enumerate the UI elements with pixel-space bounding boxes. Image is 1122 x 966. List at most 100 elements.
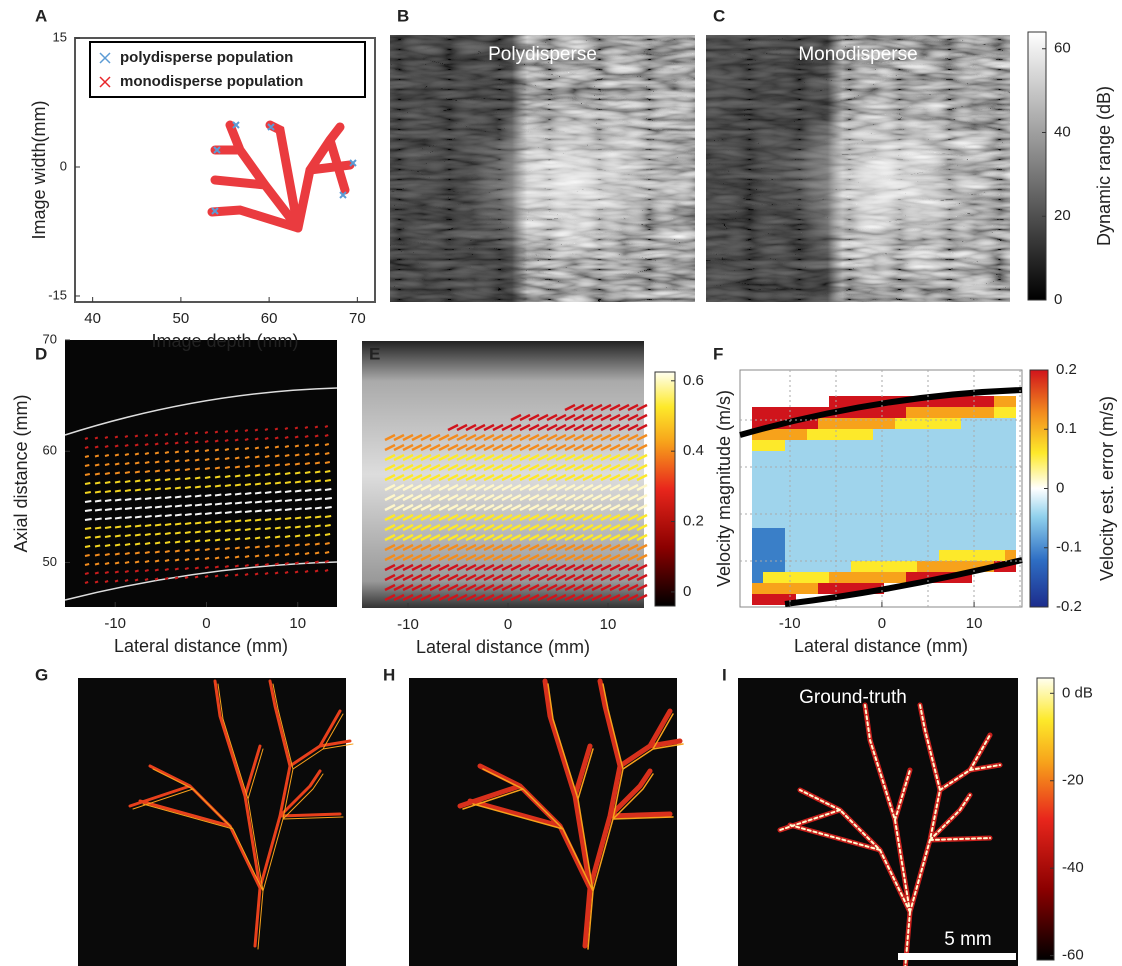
- vector-arrow: [275, 564, 279, 565]
- vector-arrow: [255, 547, 260, 548]
- error-cell: [906, 517, 917, 528]
- vector-arrow: [85, 582, 88, 583]
- vector-arrow: [295, 482, 301, 483]
- y-axis-label: Velocity magnitude (m/s): [714, 390, 734, 587]
- error-cell: [818, 583, 829, 594]
- y-tick-label: 50: [43, 554, 57, 569]
- y-tick-label: -15: [48, 287, 67, 302]
- vector-arrow: [315, 490, 321, 491]
- error-cell: [983, 550, 994, 561]
- vector-arrow: [155, 435, 158, 436]
- vector-arrow: [185, 496, 191, 497]
- vector-arrow: [245, 520, 251, 521]
- vector-arrow: [245, 430, 248, 431]
- vector-arrow: [135, 571, 139, 572]
- error-cell: [862, 473, 873, 484]
- error-cell: [928, 440, 939, 451]
- error-cell: [818, 440, 829, 451]
- vector-arrow: [305, 481, 311, 482]
- vector-arrow: [155, 507, 162, 508]
- vector-arrow: [295, 554, 299, 555]
- vector-arrow: [205, 459, 209, 460]
- vector-arrow: [125, 436, 128, 437]
- error-cell: [807, 473, 818, 484]
- vector-arrow: [125, 454, 129, 455]
- vector-arrow: [165, 542, 170, 543]
- vector-arrow: [255, 448, 259, 449]
- page: 5 mm A40506070-15015Image depth (mm)Imag…: [0, 0, 1122, 966]
- vector-arrow: [145, 516, 152, 517]
- error-cell: [1005, 396, 1016, 407]
- legend-label: polydisperse population: [120, 49, 293, 66]
- vector-arrow: [285, 572, 288, 573]
- error-cell: [906, 539, 917, 550]
- error-cell: [917, 528, 928, 539]
- panel-letter: B: [397, 6, 409, 25]
- error-cell: [763, 462, 774, 473]
- vector-arrow: [265, 528, 271, 529]
- vector-arrow: [215, 441, 218, 442]
- vector-arrow: [95, 555, 100, 556]
- vector-arrow: [235, 530, 241, 531]
- error-cell: [939, 506, 950, 517]
- vector-arrow: [235, 485, 241, 486]
- vector-arrow: [285, 554, 289, 555]
- vector-arrow: [265, 501, 272, 502]
- colorbar-tick-label: 0.2: [683, 513, 704, 530]
- vector-arrow: [125, 580, 128, 581]
- vector-arrow: [85, 519, 92, 520]
- error-cell: [939, 495, 950, 506]
- error-cell: [884, 528, 895, 539]
- error-cell: [851, 451, 862, 462]
- x-axis-label: Lateral distance (mm): [416, 637, 590, 657]
- vector-arrow: [295, 545, 300, 546]
- x-tick-label: -10: [104, 615, 126, 632]
- vector-arrow: [295, 509, 302, 510]
- vector-arrow: [315, 445, 319, 446]
- vector-arrow: [105, 545, 110, 546]
- vector-arrow: [275, 501, 282, 502]
- vector-arrow: [115, 518, 122, 519]
- vector-arrow: [245, 457, 249, 458]
- vector-arrow: [215, 450, 219, 451]
- error-cell: [818, 473, 829, 484]
- error-cell: [917, 451, 928, 462]
- error-cell: [851, 495, 862, 506]
- vector-arrow: [245, 556, 249, 557]
- error-cell: [928, 506, 939, 517]
- vector-arrow: [295, 464, 300, 465]
- error-cell: [961, 528, 972, 539]
- vector-arrow: [305, 436, 308, 437]
- vector-arrow: [255, 439, 258, 440]
- vector-arrow: [275, 555, 279, 556]
- error-cell: [884, 407, 895, 418]
- error-cell: [840, 517, 851, 528]
- error-cell: [994, 539, 1005, 550]
- vector-arrow: [165, 461, 169, 462]
- error-cell: [807, 539, 818, 550]
- vector-arrow: [315, 544, 320, 545]
- vector-arrow: [205, 477, 210, 478]
- error-cell: [928, 539, 939, 550]
- y-axis-label: Axial distance (mm): [11, 394, 31, 552]
- error-cell: [950, 528, 961, 539]
- error-cell: [840, 539, 851, 550]
- error-cell: [994, 517, 1005, 528]
- vector-arrow: [265, 438, 268, 439]
- error-cell: [774, 429, 785, 440]
- vector-arrow: [205, 576, 208, 577]
- error-cell: [917, 484, 928, 495]
- vector-arrow: [265, 546, 270, 547]
- error-cell: [994, 528, 1005, 539]
- vector-arrow: [185, 550, 190, 551]
- error-cell: [807, 495, 818, 506]
- vector-arrow: [225, 485, 231, 486]
- vector-arrow: [255, 538, 260, 539]
- error-cell: [752, 517, 763, 528]
- error-cell: [862, 429, 873, 440]
- error-cell: [829, 539, 840, 550]
- vector-arrow: [255, 556, 259, 557]
- vector-arrow: [165, 470, 170, 471]
- panel-letter: A: [35, 6, 47, 25]
- error-cell: [818, 539, 829, 550]
